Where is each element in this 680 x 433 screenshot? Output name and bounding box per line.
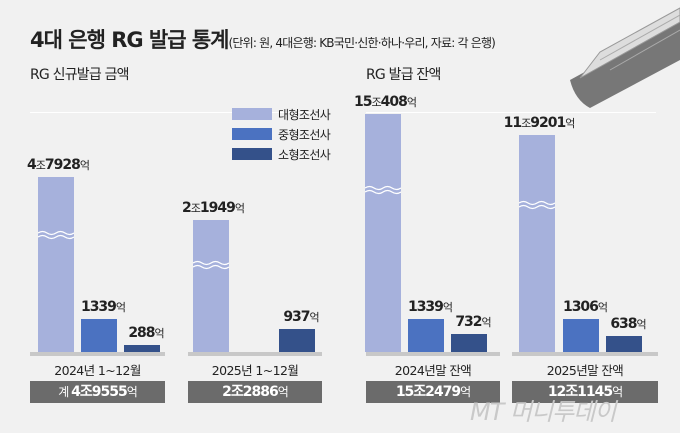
- data-label: 15조408억: [354, 94, 417, 110]
- data-label: 11조9201억: [503, 115, 576, 131]
- legend-item-medium: 중형조선사: [232, 124, 331, 144]
- data-label: 2조1949억: [182, 200, 245, 216]
- data-label: 1306억: [562, 299, 608, 316]
- baseline: [188, 352, 322, 356]
- data-label: 937억: [283, 308, 319, 325]
- divider: [30, 112, 320, 113]
- data-label: 1339억: [407, 298, 453, 315]
- baseline: [366, 352, 500, 356]
- legend-label: 소형조선사: [278, 147, 331, 162]
- total-prefix: 계: [58, 385, 72, 399]
- data-label: 732억: [455, 313, 491, 330]
- legend-item-small: 소형조선사: [232, 144, 331, 164]
- bar-medium: [408, 318, 444, 352]
- bar-small: [279, 328, 315, 352]
- legend-label: 중형조선사: [278, 127, 331, 142]
- data-label: 288억: [128, 324, 164, 341]
- bar-small: [606, 336, 642, 352]
- bar-small: [451, 333, 487, 352]
- data-label: 1339억: [80, 298, 126, 315]
- bar-large: [365, 114, 401, 352]
- axis-break-icon: [365, 186, 401, 195]
- total-box: 2조2886억: [188, 381, 322, 403]
- total-unit: 억: [126, 385, 138, 399]
- category-label: 2025년말 잔액: [546, 363, 624, 378]
- watermark: MT 머니투데이: [470, 398, 616, 426]
- divider: [366, 112, 656, 113]
- bar-large: [38, 177, 74, 352]
- axis-break-icon: [519, 200, 555, 210]
- baseline: [30, 352, 165, 356]
- total-unit: 억: [612, 385, 623, 399]
- total-value: 2조2886: [222, 384, 279, 400]
- bar-medium: [81, 318, 117, 352]
- total-value: 15조2479: [395, 384, 461, 400]
- bar-large: [193, 220, 229, 352]
- ship-illustration-icon: [570, 7, 680, 108]
- legend: 대형조선사 중형조선사 소형조선사: [232, 104, 331, 164]
- panel-title-new: RG 신규발급 금액: [30, 67, 130, 83]
- chart-title: 4대 은행 RG 발급 통계(단위: 원, 4대은행: KB국민·신한·하나·우…: [30, 24, 496, 54]
- legend-item-large: 대형조선사: [232, 104, 331, 124]
- total-value: 12조1145: [547, 384, 613, 400]
- data-label: 4조7928억: [27, 157, 90, 173]
- subtitle: (단위: 원, 4대은행: KB국민·신한·하나·우리, 자료: 각 은행): [228, 36, 496, 50]
- bar-large: [519, 135, 555, 352]
- legend-label: 대형조선사: [278, 107, 331, 122]
- bar-small: [124, 344, 160, 352]
- total-unit: 억: [460, 385, 471, 399]
- bar-medium: [563, 319, 599, 352]
- data-label: 638억: [610, 316, 646, 333]
- total-box: 계 4조9555억: [30, 381, 165, 403]
- total-unit: 억: [277, 385, 289, 399]
- total-box: 15조2479억: [366, 381, 500, 403]
- total-value: 4조9555: [71, 384, 128, 400]
- category-label: 2024년말 잔액: [394, 363, 472, 378]
- title-text: 4대 은행 RG 발급 통계: [30, 28, 230, 52]
- category-label: 2025년 1~12월: [211, 363, 299, 378]
- total-box: 12조1145억: [512, 381, 658, 403]
- panel-title-balance: RG 발급 잔액: [366, 67, 441, 83]
- axis-break-icon: [193, 260, 229, 269]
- axis-break-icon: [38, 230, 74, 239]
- category-label: 2024년 1~12월: [54, 363, 141, 378]
- baseline: [512, 352, 658, 356]
